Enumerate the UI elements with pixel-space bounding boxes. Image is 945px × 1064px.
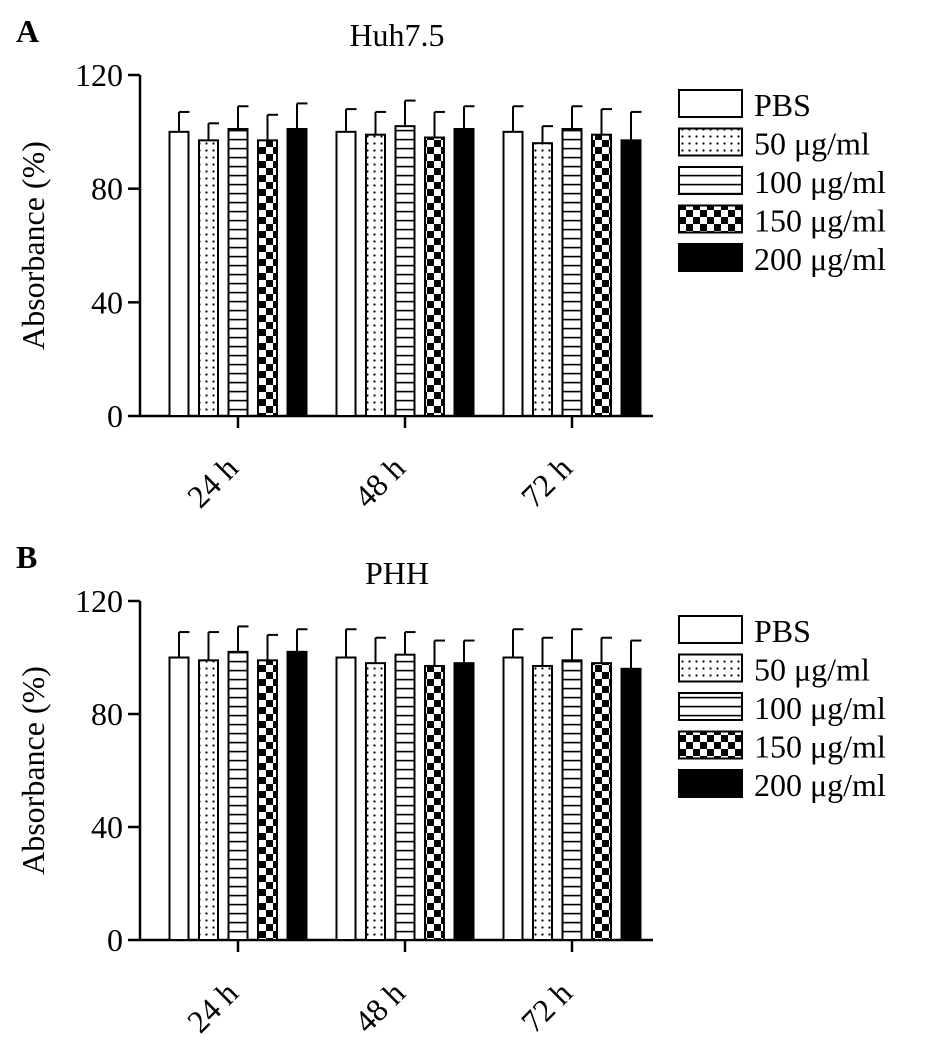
legend-swatch bbox=[678, 127, 743, 157]
x-tick-label: 72 h bbox=[514, 449, 579, 514]
legend-swatch bbox=[678, 615, 743, 644]
legend-entry: PBS bbox=[754, 87, 811, 123]
y-tick-label: 40 bbox=[91, 284, 123, 320]
bar-48h-series-1 bbox=[335, 130, 357, 417]
bar-72h-series-1 bbox=[502, 130, 524, 417]
legend-swatch bbox=[678, 89, 743, 118]
legend-entry: PBS bbox=[754, 613, 811, 649]
bar-48h-series-3 bbox=[394, 653, 416, 941]
bar-72h-series-3 bbox=[561, 659, 583, 941]
legend-entry: 100 μg/ml bbox=[754, 690, 886, 726]
x-tick-label: 24 h bbox=[180, 449, 245, 514]
y-tick-label: 120 bbox=[75, 583, 123, 619]
y-tick-label: 120 bbox=[75, 57, 123, 93]
chart-title: Huh7.5 bbox=[349, 17, 444, 53]
y-tick-label: 80 bbox=[91, 171, 123, 207]
bar-72h-series-4 bbox=[591, 662, 612, 942]
bar-48h-series-2 bbox=[365, 133, 386, 418]
y-tick-label: 0 bbox=[107, 398, 123, 434]
bar-48h-series-4 bbox=[424, 664, 445, 941]
legend-swatch bbox=[678, 243, 743, 272]
bar-24h-series-3 bbox=[227, 650, 249, 941]
bar-72h-series-4 bbox=[591, 133, 612, 418]
bar-72h-series-3 bbox=[561, 127, 583, 417]
bar-72h-series-5 bbox=[620, 139, 642, 417]
legend-entry: 150 μg/ml bbox=[754, 203, 886, 239]
bar-48h-series-5 bbox=[453, 127, 475, 417]
bar-72h-series-2 bbox=[532, 142, 553, 417]
bar-24h-series-2 bbox=[198, 139, 219, 417]
bar-72h-series-2 bbox=[532, 664, 553, 941]
legend-entry: 50 μg/ml bbox=[754, 652, 870, 688]
legend-entry: 100 μg/ml bbox=[754, 164, 886, 200]
bar-24h-series-1 bbox=[168, 656, 190, 941]
bar-24h-series-2 bbox=[198, 659, 219, 941]
y-tick-label: 40 bbox=[91, 809, 123, 845]
bar-48h-series-5 bbox=[453, 662, 475, 942]
panel-label: B bbox=[16, 539, 37, 575]
legend-entry: 200 μg/ml bbox=[754, 241, 886, 277]
bar-24h-series-1 bbox=[168, 130, 190, 417]
legend-entry: 50 μg/ml bbox=[754, 126, 870, 162]
x-tick-label: 24 h bbox=[180, 974, 245, 1039]
bar-24h-series-5 bbox=[286, 127, 308, 417]
legend-swatch bbox=[678, 769, 743, 798]
y-axis-label: Absorbance (%) bbox=[15, 666, 51, 875]
panel-label: A bbox=[16, 13, 39, 49]
bar-48h-series-1 bbox=[335, 656, 357, 941]
bar-48h-series-3 bbox=[394, 125, 416, 418]
bar-24h-series-4 bbox=[257, 659, 278, 941]
legend-swatch bbox=[678, 730, 743, 760]
chart-panel-b: B PHH Absorbance (%) 0 40 80 120 24 h 48 h 72 h PB… bbox=[15, 539, 886, 1040]
y-tick-label: 0 bbox=[107, 922, 123, 958]
bar-48h-series-4 bbox=[424, 136, 445, 417]
bar-24h-series-3 bbox=[227, 127, 249, 417]
legend-entry: 150 μg/ml bbox=[754, 729, 886, 765]
y-tick-label: 80 bbox=[91, 696, 123, 732]
legend-swatch bbox=[678, 692, 743, 721]
bar-24h-series-4 bbox=[257, 139, 278, 417]
bar-48h-series-2 bbox=[365, 662, 386, 942]
bar-72h-series-1 bbox=[502, 656, 524, 941]
bar-72h-series-5 bbox=[620, 667, 642, 941]
chart-panel-a: A Huh7.5 Absorbance (%) 0 40 80 120 24 h 48 h 72 … bbox=[15, 13, 886, 515]
legend-entry: 200 μg/ml bbox=[754, 767, 886, 803]
legend-swatch bbox=[678, 166, 743, 195]
y-axis-label: Absorbance (%) bbox=[15, 141, 51, 350]
chart-title: PHH bbox=[365, 555, 429, 591]
x-tick-label: 48 h bbox=[347, 449, 412, 514]
bar-24h-series-5 bbox=[286, 650, 308, 941]
x-tick-label: 72 h bbox=[514, 974, 579, 1039]
x-tick-label: 48 h bbox=[347, 974, 412, 1039]
legend-swatch bbox=[678, 653, 743, 683]
legend-swatch bbox=[678, 204, 743, 234]
